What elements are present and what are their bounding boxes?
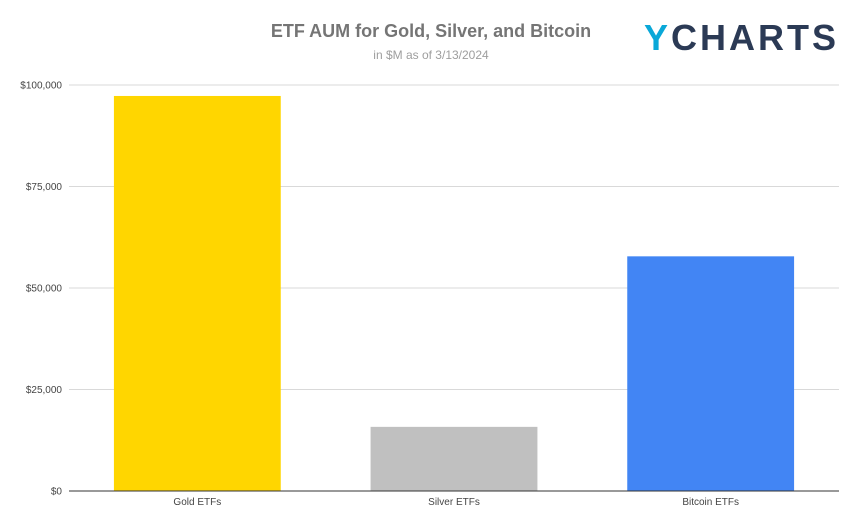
bar-gold-etfs	[113, 95, 281, 491]
bar-silver-etfs	[370, 426, 538, 491]
x-tick-label: Bitcoin ETFs	[682, 497, 739, 508]
chart-subtitle: in $M as of 3/13/2024	[373, 48, 489, 62]
bars	[113, 95, 795, 491]
y-tick-label: $75,000	[26, 182, 63, 193]
y-tick-label: $50,000	[26, 284, 63, 295]
y-tick-label: $100,000	[20, 81, 62, 92]
logo-letters-rest: CHARTS	[671, 17, 839, 58]
x-tick-label: Silver ETFs	[428, 497, 480, 508]
y-tick-label: $25,000	[26, 385, 63, 396]
bar-bitcoin-etfs	[627, 256, 795, 491]
x-tick-label: Gold ETFs	[173, 497, 221, 508]
y-axis-ticks: $0 $25,000 $50,000 $75,000 $100,000	[20, 81, 62, 498]
logo-letter-y: Y	[644, 17, 671, 58]
y-tick-label: $0	[51, 487, 63, 498]
chart-title: ETF AUM for Gold, Silver, and Bitcoin	[271, 21, 591, 41]
svg-text:YCHARTS: YCHARTS	[644, 17, 839, 58]
ycharts-logo: YCHARTS	[644, 17, 839, 58]
x-axis-ticks: Gold ETFs Silver ETFs Bitcoin ETFs	[173, 497, 739, 508]
